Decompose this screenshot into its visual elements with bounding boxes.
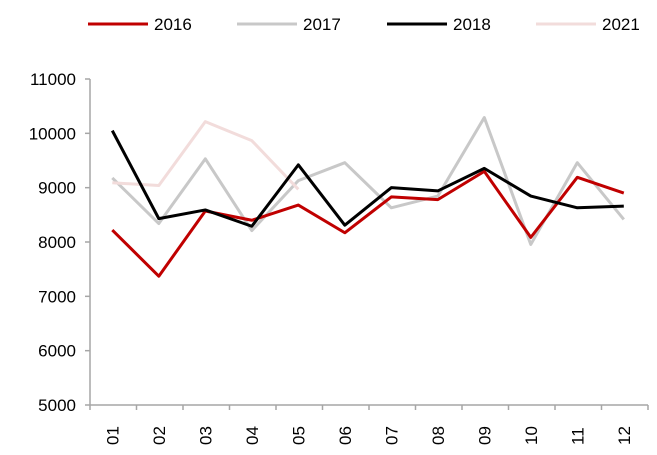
x-tick-label: 02 <box>150 426 169 445</box>
series-line-2018 <box>110 129 624 228</box>
legend-label-2016: 2016 <box>154 15 192 34</box>
x-tick-label: 09 <box>475 426 494 445</box>
x-tick-label: 05 <box>289 426 308 445</box>
x-tick-label: 11 <box>568 427 587 445</box>
legend: 2016 2017 2018 2021 <box>88 15 640 34</box>
y-tick-label: 10000 <box>29 124 76 143</box>
x-tick-label: 03 <box>196 426 215 445</box>
y-tick-label: 5000 <box>38 396 76 415</box>
series-line-2016 <box>111 169 625 278</box>
legend-label-2021: 2021 <box>602 15 640 34</box>
x-tick-label: 01 <box>103 426 122 445</box>
x-tick-label: 08 <box>429 426 448 445</box>
legend-label-2017: 2017 <box>303 15 341 34</box>
x-tick-label: 04 <box>243 426 262 445</box>
series-line-2021 <box>112 120 300 191</box>
x-tick-label: 10 <box>522 426 541 445</box>
x-tick-label: 12 <box>615 426 634 445</box>
x-tick-label: 06 <box>336 426 355 445</box>
y-tick-label: 8000 <box>38 233 76 252</box>
legend-label-2018: 2018 <box>453 15 491 34</box>
y-tick-label: 11000 <box>30 70 76 89</box>
series-lines <box>110 116 625 278</box>
y-tick-label: 7000 <box>38 287 76 306</box>
axes: 5000 6000 7000 8000 9000 10000 11000 01 02 03 04 05… <box>29 70 649 445</box>
x-tick-label: 07 <box>382 426 401 445</box>
y-tick-label: 6000 <box>38 342 76 361</box>
series-line-2017 <box>111 116 625 246</box>
y-tick-label: 9000 <box>38 179 76 198</box>
